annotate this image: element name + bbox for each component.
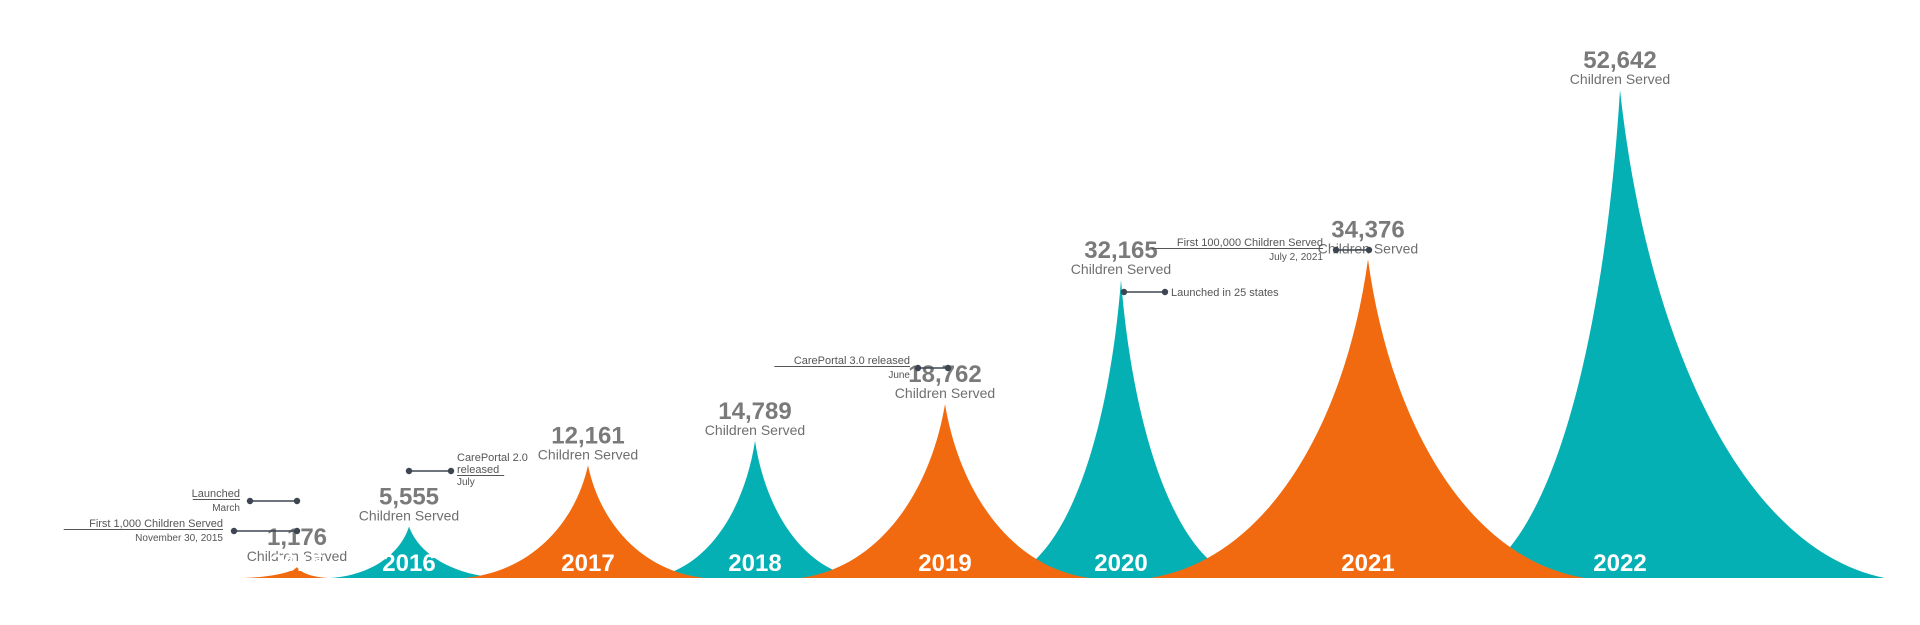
annotation-dot-end: [293, 527, 301, 535]
annotation-title: Launched: [192, 488, 240, 500]
peak-2016: [330, 526, 500, 578]
annotation-dot-end: [1365, 246, 1373, 254]
peak-2020: [1005, 279, 1240, 578]
value-label-2016: 5,555: [379, 484, 439, 511]
annotations-layer: Launched March First 1,000 Children Served…: [63, 237, 1373, 544]
annotation-title: First 100,000 Children Served: [1177, 237, 1323, 249]
annotation-line-1: released: [457, 464, 499, 476]
annotation-dot-start: [914, 364, 922, 372]
value-label-2019: 18,762: [908, 361, 981, 388]
peak-2019: [800, 404, 1090, 578]
year-label-2019: 2019: [918, 550, 971, 577]
peaks-layer: [240, 90, 1885, 578]
year-label-2018: 2018: [728, 550, 781, 577]
annotation-dot-end: [293, 497, 301, 505]
year-label-2021: 2021: [1341, 550, 1394, 577]
annotation-dot-start: [230, 527, 238, 535]
year-label-2017: 2017: [561, 550, 614, 577]
annotation-detail: June: [888, 370, 910, 381]
children-served-label-2017: Children Served: [538, 446, 638, 462]
annotation-dot-end: [405, 467, 413, 475]
year-label-2022: 2022: [1593, 550, 1646, 577]
annotation-2015-1: First 1,000 Children Served November 30, …: [63, 518, 301, 544]
annotation-dot-start: [447, 467, 455, 475]
children-served-label-2022: Children Served: [1570, 71, 1670, 87]
annotation-title: First 1,000 Children Served: [89, 518, 223, 530]
peak-2017: [465, 465, 705, 578]
value-label-2017: 12,161: [551, 422, 624, 449]
annotation-2019-3: CarePortal 3.0 released June: [774, 355, 952, 381]
children-served-label-2020: Children Served: [1071, 261, 1171, 277]
children-served-label-2019: Children Served: [895, 385, 995, 401]
annotation-dot-end: [1120, 288, 1128, 296]
children-served-label-2015: Children Served: [247, 548, 347, 564]
annotation-dot-start: [1332, 246, 1340, 254]
annotation-line-2: July: [457, 477, 475, 488]
annotation-dot-start: [1161, 288, 1169, 296]
children-served-label-2016: Children Served: [359, 508, 459, 524]
peak-2015: [240, 567, 330, 578]
annotation-title: CarePortal 3.0 released: [794, 355, 910, 367]
annotation-detail: March: [212, 503, 240, 514]
annotation-detail: November 30, 2015: [135, 533, 223, 544]
value-label-2021: 34,376: [1331, 216, 1404, 243]
annotation-2015-0: Launched March: [192, 488, 301, 514]
annotation-line-0: CarePortal 2.0: [457, 452, 528, 464]
peak-2018: [650, 440, 860, 578]
peak-2022: [1470, 90, 1885, 578]
annotation-detail: July 2, 2021: [1269, 252, 1323, 263]
value-label-2022: 52,642: [1583, 47, 1656, 74]
value-label-2018: 14,789: [718, 398, 791, 425]
children-served-label-2018: Children Served: [705, 422, 805, 438]
annotation-2021-5: First 100,000 Children Served July 2, 202…: [1151, 237, 1373, 263]
annotation-dot-end: [944, 364, 952, 372]
year-label-2016: 2016: [382, 550, 435, 577]
year-label-2020: 2020: [1094, 550, 1147, 577]
annotation-dot-start: [246, 497, 254, 505]
annotation-2020-4: Launched in 25 states: [1120, 287, 1279, 299]
year-label-2015: 2015: [270, 550, 323, 577]
value-label-2020: 32,165: [1084, 237, 1157, 264]
peak-2021: [1150, 259, 1585, 578]
annotation-title: Launched in 25 states: [1171, 287, 1279, 299]
